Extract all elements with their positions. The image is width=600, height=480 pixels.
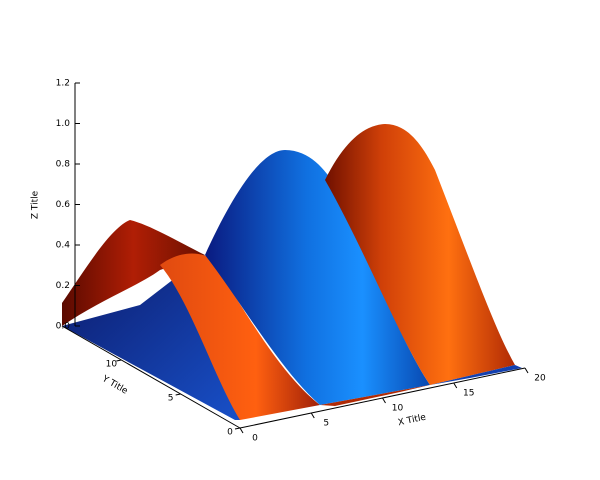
x-tick: [524, 367, 529, 374]
surface-blue-strip: [430, 365, 522, 385]
x-tick: [310, 412, 315, 419]
z-tick-label: 0.2: [56, 281, 70, 291]
x-tick: [382, 397, 386, 404]
surface-orange-back: [325, 124, 515, 385]
x-tick-label: 5: [323, 419, 329, 429]
x-axis-title: X Title: [397, 413, 427, 429]
z-tick-label: 0.8: [56, 160, 71, 170]
x-tick: [239, 427, 244, 434]
z-tick-label: 0.4: [56, 241, 71, 251]
y-axis-line: [61, 325, 241, 429]
z-tick-label: 1.2: [56, 79, 70, 89]
z-tick-label: 0.0: [56, 322, 71, 332]
y-tick-label: 10: [106, 360, 118, 370]
surface-blue-ridge: [205, 150, 430, 405]
z-tick-label: 1.0: [56, 119, 71, 129]
x-tick-label: 20: [534, 374, 546, 384]
x-tick: [453, 382, 458, 389]
y-tick-label: 0: [227, 428, 233, 438]
surface: [62, 124, 522, 420]
y-tick-label: 5: [168, 394, 174, 404]
z-axis-title: Z Title: [31, 190, 41, 219]
y-axis-title: Y Title: [99, 374, 129, 397]
surface-red-strip: [320, 385, 430, 406]
y-tick: [175, 393, 181, 396]
y-tick: [234, 427, 241, 430]
surface-back-ridge: [62, 220, 205, 326]
z-tick-label: 0.6: [56, 200, 71, 210]
x-tick-label: 10: [392, 404, 404, 414]
y-tick: [116, 359, 122, 362]
surface-orange-front: [160, 253, 320, 420]
x-tick-label: 15: [463, 389, 474, 399]
x-tick-label: 0: [252, 434, 258, 444]
